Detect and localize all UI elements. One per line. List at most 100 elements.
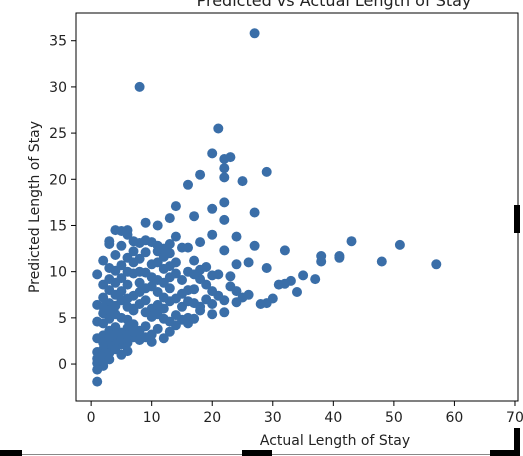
data-point [110,225,121,236]
data-point [164,283,175,294]
data-point [134,287,145,297]
data-point [225,281,236,292]
data-point [122,346,133,357]
data-point [207,299,218,309]
border-fragment-bottom-mid [242,450,272,456]
data-point [122,279,133,290]
border-line-bottom [22,454,242,455]
data-point [207,203,218,214]
data-point [261,166,272,177]
data-point [122,293,133,304]
y-tick-label: 20 [49,172,67,188]
data-point [134,277,145,288]
x-tick-label: 60 [446,410,464,426]
x-tick-label: 10 [143,410,161,426]
data-point [122,266,133,277]
data-point [243,257,254,268]
border-line-bottom-2 [272,454,490,455]
data-point [225,152,236,163]
data-point [92,269,103,280]
data-point [219,214,230,225]
data-point [170,201,181,212]
data-point [92,376,103,387]
data-point [219,163,230,174]
data-point [219,295,230,306]
data-point [189,269,200,280]
data-point [128,257,139,268]
y-tick-label: 15 [49,218,67,234]
data-point [122,314,133,325]
data-point [164,272,175,283]
y-tick-label: 10 [49,265,67,281]
points-layer [92,28,442,387]
data-point [219,197,230,208]
data-point [334,251,345,261]
data-point [164,261,175,272]
x-axis-ticks: 0 10 20 30 40 50 60 70 [87,401,523,426]
data-point [98,279,109,290]
data-point [164,213,175,224]
data-point [122,229,133,240]
data-point [261,263,272,273]
data-point [116,240,127,251]
data-point [140,267,151,278]
y-tick-label: 5 [58,311,67,327]
data-point [158,333,169,344]
data-point [104,239,115,249]
data-point [183,296,193,307]
data-point [231,297,242,308]
y-axis-label: Predicted Length of Stay [27,121,43,293]
data-point [140,295,151,306]
data-point [128,326,139,337]
data-point [310,274,321,285]
data-point [195,237,206,248]
x-tick-label: 20 [203,410,221,426]
data-point [189,255,200,266]
y-tick-label: 0 [58,357,67,373]
data-point [231,259,242,270]
data-point [195,169,206,180]
data-point [231,231,242,242]
data-point [140,247,151,258]
y-tick-label: 30 [49,80,67,96]
data-point [279,278,290,289]
data-point [207,309,218,320]
data-point [183,242,193,253]
data-point [195,301,206,312]
data-point [183,179,193,190]
border-fragment-right-top [514,205,520,233]
data-point [213,123,224,134]
data-point [219,307,230,318]
x-tick-label: 40 [324,410,342,426]
data-point [104,354,115,365]
data-point [128,236,139,247]
data-point [146,336,157,347]
x-tick-label: 70 [506,410,523,426]
y-tick-label: 25 [49,126,67,142]
data-point [431,259,442,270]
data-point [189,313,200,324]
data-point [110,300,121,311]
data-point [170,231,181,242]
data-point [249,28,260,39]
data-point [98,255,109,266]
x-tick-label: 50 [385,410,403,426]
data-point [201,279,212,290]
data-point [152,220,163,231]
border-fragment-bottom-left [0,450,22,456]
data-point [316,256,327,267]
data-point [177,275,187,285]
border-fragment-bottom-right [490,450,514,456]
data-point [92,364,103,375]
data-point [219,245,230,256]
x-tick-label: 30 [264,410,282,426]
data-point [146,311,157,322]
data-point [164,248,175,259]
data-point [249,207,260,218]
data-point [207,229,218,240]
data-point [116,260,127,271]
data-point [207,148,218,159]
data-point [110,250,121,260]
data-point [249,240,260,251]
